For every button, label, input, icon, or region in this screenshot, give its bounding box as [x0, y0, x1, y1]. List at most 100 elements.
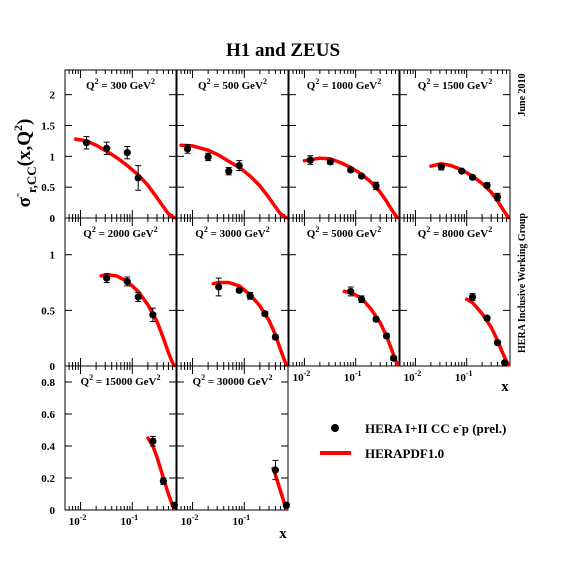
side-date: June 2010: [517, 73, 528, 116]
panel-label-unit-exp: 2: [377, 77, 381, 86]
y-tick-label: 0.4: [41, 441, 55, 453]
legend-data-label: HERA I+II CC e-p (prel.): [365, 420, 506, 436]
y-tick-label: 0.2: [41, 473, 55, 485]
panel-label: Q2 = 8000 GeV2: [418, 225, 492, 240]
y-tick-label: 0.5: [41, 305, 55, 317]
panel: Q2 = 500 GeV2: [176, 69, 289, 220]
x-tick-label: 10-1: [232, 513, 250, 528]
data-point: [123, 277, 131, 286]
y-axis-label: σ-r,CC(x,Q2): [10, 119, 39, 208]
data-point: [271, 466, 280, 474]
panel-label-unit-exp: 2: [268, 373, 272, 382]
y-tick-label: 2: [50, 90, 56, 102]
panel-frame: [176, 217, 289, 367]
x-tick-label-exp: -1: [131, 513, 138, 522]
data-point: [134, 174, 142, 182]
data-point: [235, 161, 243, 170]
panel: Q2 = 300 GeV2: [64, 69, 177, 220]
panel-label-q-exp: 2: [207, 77, 211, 86]
panel-label: Q2 = 300 GeV2: [86, 77, 155, 92]
panel-label-q: Q: [418, 80, 427, 92]
data-point: [134, 293, 142, 301]
x-tick-label: 10-1: [344, 369, 362, 384]
panel-frame: [176, 69, 289, 219]
panels: Q2 = 300 GeV2 Q2 = 500 GeV2 Q2 = 1000 GeV2…: [41, 69, 511, 528]
panel-label-q: Q: [193, 376, 202, 388]
panel-label-q: Q: [418, 228, 427, 240]
panel-label-q-exp: 2: [315, 77, 319, 86]
data-point: [103, 274, 111, 282]
panel-frame: [64, 69, 177, 219]
legend-data-marker: [331, 424, 339, 432]
panel-label-q-exp: 2: [204, 225, 208, 234]
panel-label-value: = 1500 GeV: [430, 80, 488, 92]
data-point: [183, 145, 192, 153]
panel-label-value: = 8000 GeV: [430, 228, 488, 240]
legend-data-label-post: p (prel.): [462, 421, 507, 436]
panel-label-value: = 1000 GeV: [319, 80, 377, 92]
panel: Q2 = 15000 GeV2: [64, 365, 178, 511]
panel-label-q: Q: [307, 80, 316, 92]
panel-label-q-exp: 2: [92, 225, 96, 234]
data-point: [468, 173, 477, 181]
panel-label: Q2 = 2000 GeV2: [83, 225, 157, 240]
x-tick-label-exp: -2: [304, 369, 311, 378]
panel-label: Q2 = 500 GeV2: [198, 77, 267, 92]
panel-label: Q2 = 5000 GeV2: [307, 225, 381, 240]
data-point: [483, 314, 491, 322]
data-point: [271, 333, 280, 341]
data-point: [458, 167, 466, 175]
figure-title: H1 and ZEUS: [226, 40, 340, 61]
y-axis-label-sigma: σ: [14, 196, 35, 207]
panel-label-value: = 500 GeV: [211, 80, 263, 92]
panel-label: Q2 = 1500 GeV2: [418, 77, 492, 92]
panel-label-q-exp: 2: [89, 373, 93, 382]
fit-curve: [99, 273, 177, 368]
data-point: [261, 310, 269, 318]
data-point: [306, 156, 314, 164]
x-tick-label: 10-1: [120, 513, 138, 528]
y-tick-label: 0: [50, 361, 56, 373]
data-point: [149, 437, 157, 445]
panel-label-q-exp: 2: [426, 225, 430, 234]
panel-label-unit-exp: 2: [488, 77, 492, 86]
y-axis-label-sub: r,CC: [24, 166, 39, 193]
panel: Q2 = 30000 GeV2: [176, 365, 290, 511]
y-tick-label: 1: [50, 151, 56, 163]
x-tick-label-exp: -1: [355, 369, 362, 378]
data-point: [382, 332, 391, 340]
data-point: [347, 287, 355, 296]
panel: Q2 = 2000 GeV2: [64, 217, 177, 368]
data-point: [372, 315, 380, 323]
data-point: [123, 149, 131, 157]
y-tick-label: 0.8: [41, 377, 55, 389]
panel-label-q-exp: 2: [315, 225, 319, 234]
y-axis-label-exp: 2: [11, 125, 25, 131]
panel-label-q: Q: [83, 228, 92, 240]
panel-label-value: = 2000 GeV: [96, 228, 154, 240]
x-tick-label-exp: -1: [243, 513, 250, 522]
data-point: [282, 501, 290, 509]
fit-curve: [302, 156, 400, 220]
panel-label-q: Q: [195, 228, 204, 240]
panel-label-value: = 30000 GeV: [205, 376, 268, 388]
x-tick-label: 10-2: [69, 513, 87, 528]
x-tick-label-base: 10: [181, 516, 193, 528]
y-axis-label-rest: (x,Q: [14, 131, 35, 166]
fit-curve: [179, 143, 289, 220]
data-point: [215, 283, 223, 291]
y-tick-label: 0: [50, 213, 56, 225]
y-tick-label: 0.6: [41, 409, 55, 421]
data-point: [170, 501, 178, 509]
panel-label-unit-exp: 2: [156, 373, 160, 382]
x-tick-label-base: 10: [120, 516, 132, 528]
x-tick-label-exp: -2: [80, 513, 87, 522]
data-point: [235, 286, 243, 294]
legend-data-label-sup: -: [459, 420, 462, 430]
fit-curve: [146, 436, 177, 511]
x-axis-label-bottom: x: [279, 526, 287, 542]
panel-label-q-exp: 2: [95, 77, 99, 86]
panel-label-q: Q: [307, 228, 316, 240]
data-point: [437, 163, 445, 171]
